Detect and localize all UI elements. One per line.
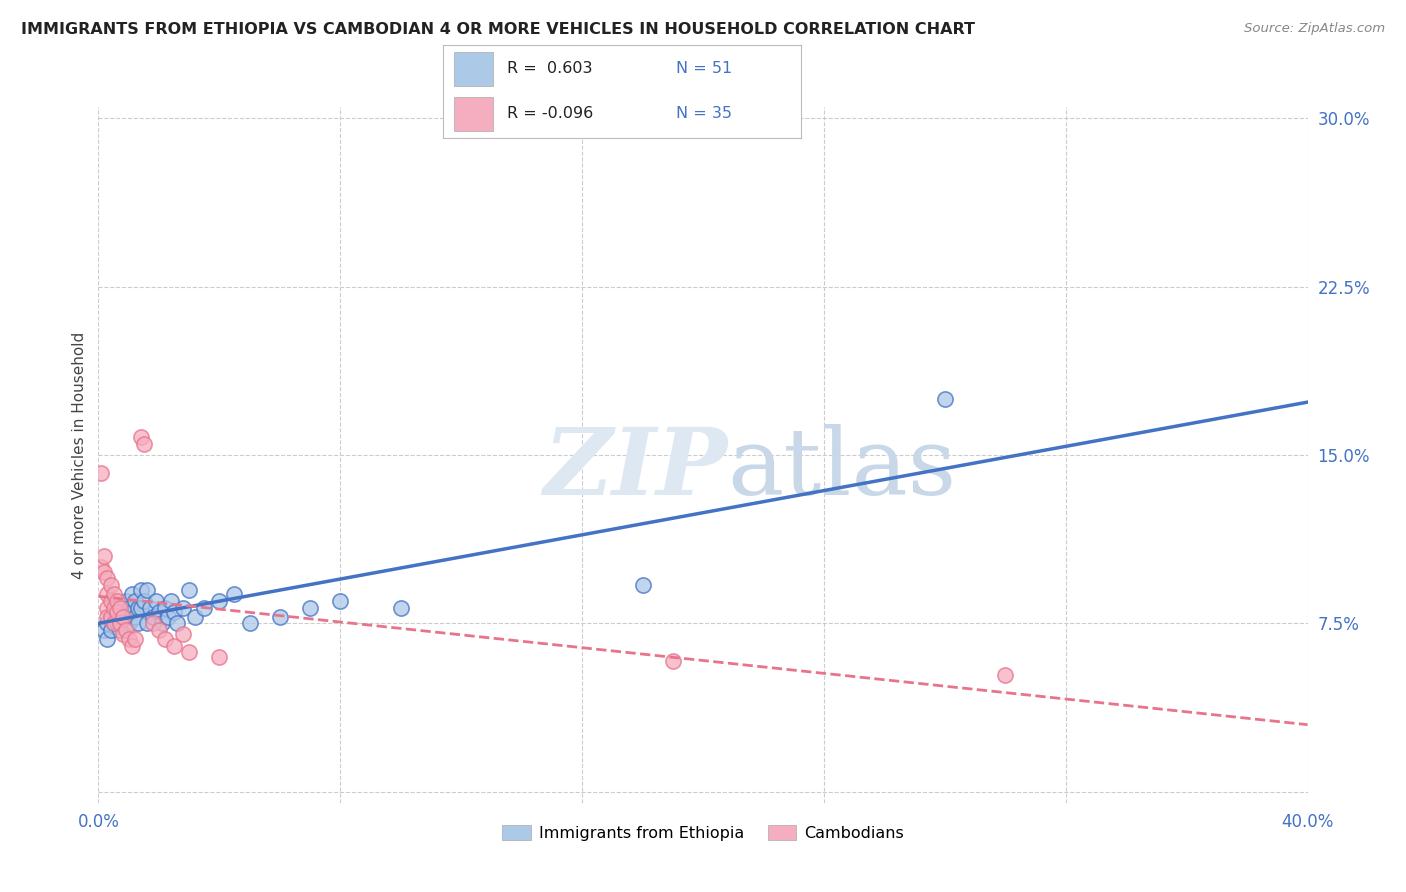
Point xyxy=(127,616,149,631)
Point xyxy=(118,632,141,646)
Text: IMMIGRANTS FROM ETHIOPIA VS CAMBODIAN 4 OR MORE VEHICLES IN HOUSEHOLD CORRELATIO: IMMIGRANTS FROM ETHIOPIA VS CAMBODIAN 4 … xyxy=(21,22,976,37)
Point xyxy=(100,609,122,624)
Point xyxy=(179,582,201,597)
Point xyxy=(96,609,118,624)
Point xyxy=(103,587,125,601)
Text: N = 51: N = 51 xyxy=(676,62,733,77)
Point xyxy=(329,594,352,608)
Point xyxy=(93,549,115,563)
Point xyxy=(103,600,125,615)
Point xyxy=(239,616,262,631)
Point xyxy=(145,594,167,608)
Point xyxy=(114,594,136,608)
Point xyxy=(100,578,122,592)
Point xyxy=(118,616,141,631)
Point xyxy=(90,560,112,574)
Point xyxy=(163,639,186,653)
Point xyxy=(156,609,179,624)
Point xyxy=(96,587,118,601)
Point xyxy=(631,578,654,592)
Point xyxy=(153,632,176,646)
Point xyxy=(150,616,173,631)
Point xyxy=(132,436,155,450)
Point xyxy=(100,594,122,608)
Point xyxy=(193,600,215,615)
Point xyxy=(179,645,201,659)
Point xyxy=(994,668,1017,682)
Point xyxy=(96,616,118,631)
Point xyxy=(96,632,118,646)
Point xyxy=(208,649,231,664)
Point xyxy=(172,627,194,641)
Point xyxy=(166,616,188,631)
Point xyxy=(111,609,134,624)
Text: atlas: atlas xyxy=(727,424,956,514)
Point xyxy=(96,600,118,615)
Point xyxy=(100,623,122,637)
Point xyxy=(93,565,115,579)
Point xyxy=(108,623,131,637)
Point xyxy=(108,616,131,631)
Legend: Immigrants from Ethiopia, Cambodians: Immigrants from Ethiopia, Cambodians xyxy=(495,818,911,847)
Point xyxy=(208,594,231,608)
Point xyxy=(135,582,157,597)
Point xyxy=(163,605,186,619)
Text: ZIP: ZIP xyxy=(543,424,727,514)
Point xyxy=(121,587,143,601)
Point xyxy=(105,605,128,619)
Point xyxy=(934,392,956,406)
Y-axis label: 4 or more Vehicles in Household: 4 or more Vehicles in Household xyxy=(72,331,87,579)
Point xyxy=(121,639,143,653)
Text: Source: ZipAtlas.com: Source: ZipAtlas.com xyxy=(1244,22,1385,36)
Point xyxy=(148,623,170,637)
Point xyxy=(103,616,125,631)
Point xyxy=(105,616,128,631)
Point xyxy=(389,600,412,615)
Point xyxy=(124,609,146,624)
Point xyxy=(93,623,115,637)
Point xyxy=(160,594,183,608)
Point xyxy=(148,605,170,619)
Point xyxy=(108,600,131,615)
Point xyxy=(105,594,128,608)
Point xyxy=(269,609,291,624)
Point xyxy=(114,609,136,624)
Point xyxy=(132,594,155,608)
Point xyxy=(103,616,125,631)
Point xyxy=(129,582,152,597)
Point xyxy=(299,600,322,615)
Point xyxy=(118,600,141,615)
Point xyxy=(124,594,146,608)
Point xyxy=(127,600,149,615)
Point xyxy=(114,623,136,637)
Point xyxy=(111,600,134,615)
Point xyxy=(111,627,134,641)
Point xyxy=(129,600,152,615)
Point xyxy=(139,600,162,615)
Point xyxy=(153,600,176,615)
Point xyxy=(90,466,112,480)
Point xyxy=(224,587,246,601)
Point xyxy=(105,600,128,615)
Point xyxy=(142,616,165,631)
Point xyxy=(96,571,118,585)
Point xyxy=(111,609,134,624)
Bar xyxy=(454,52,494,86)
Point xyxy=(124,632,146,646)
Point xyxy=(135,616,157,631)
Point xyxy=(172,600,194,615)
Point xyxy=(184,609,207,624)
Text: R =  0.603: R = 0.603 xyxy=(508,62,593,77)
Point xyxy=(121,605,143,619)
Point xyxy=(129,430,152,444)
Text: R = -0.096: R = -0.096 xyxy=(508,106,593,121)
Point xyxy=(661,654,683,668)
Point xyxy=(100,609,122,624)
Point xyxy=(103,605,125,619)
Point xyxy=(142,609,165,624)
Text: N = 35: N = 35 xyxy=(676,106,733,121)
Bar xyxy=(454,97,494,131)
Point xyxy=(108,605,131,619)
